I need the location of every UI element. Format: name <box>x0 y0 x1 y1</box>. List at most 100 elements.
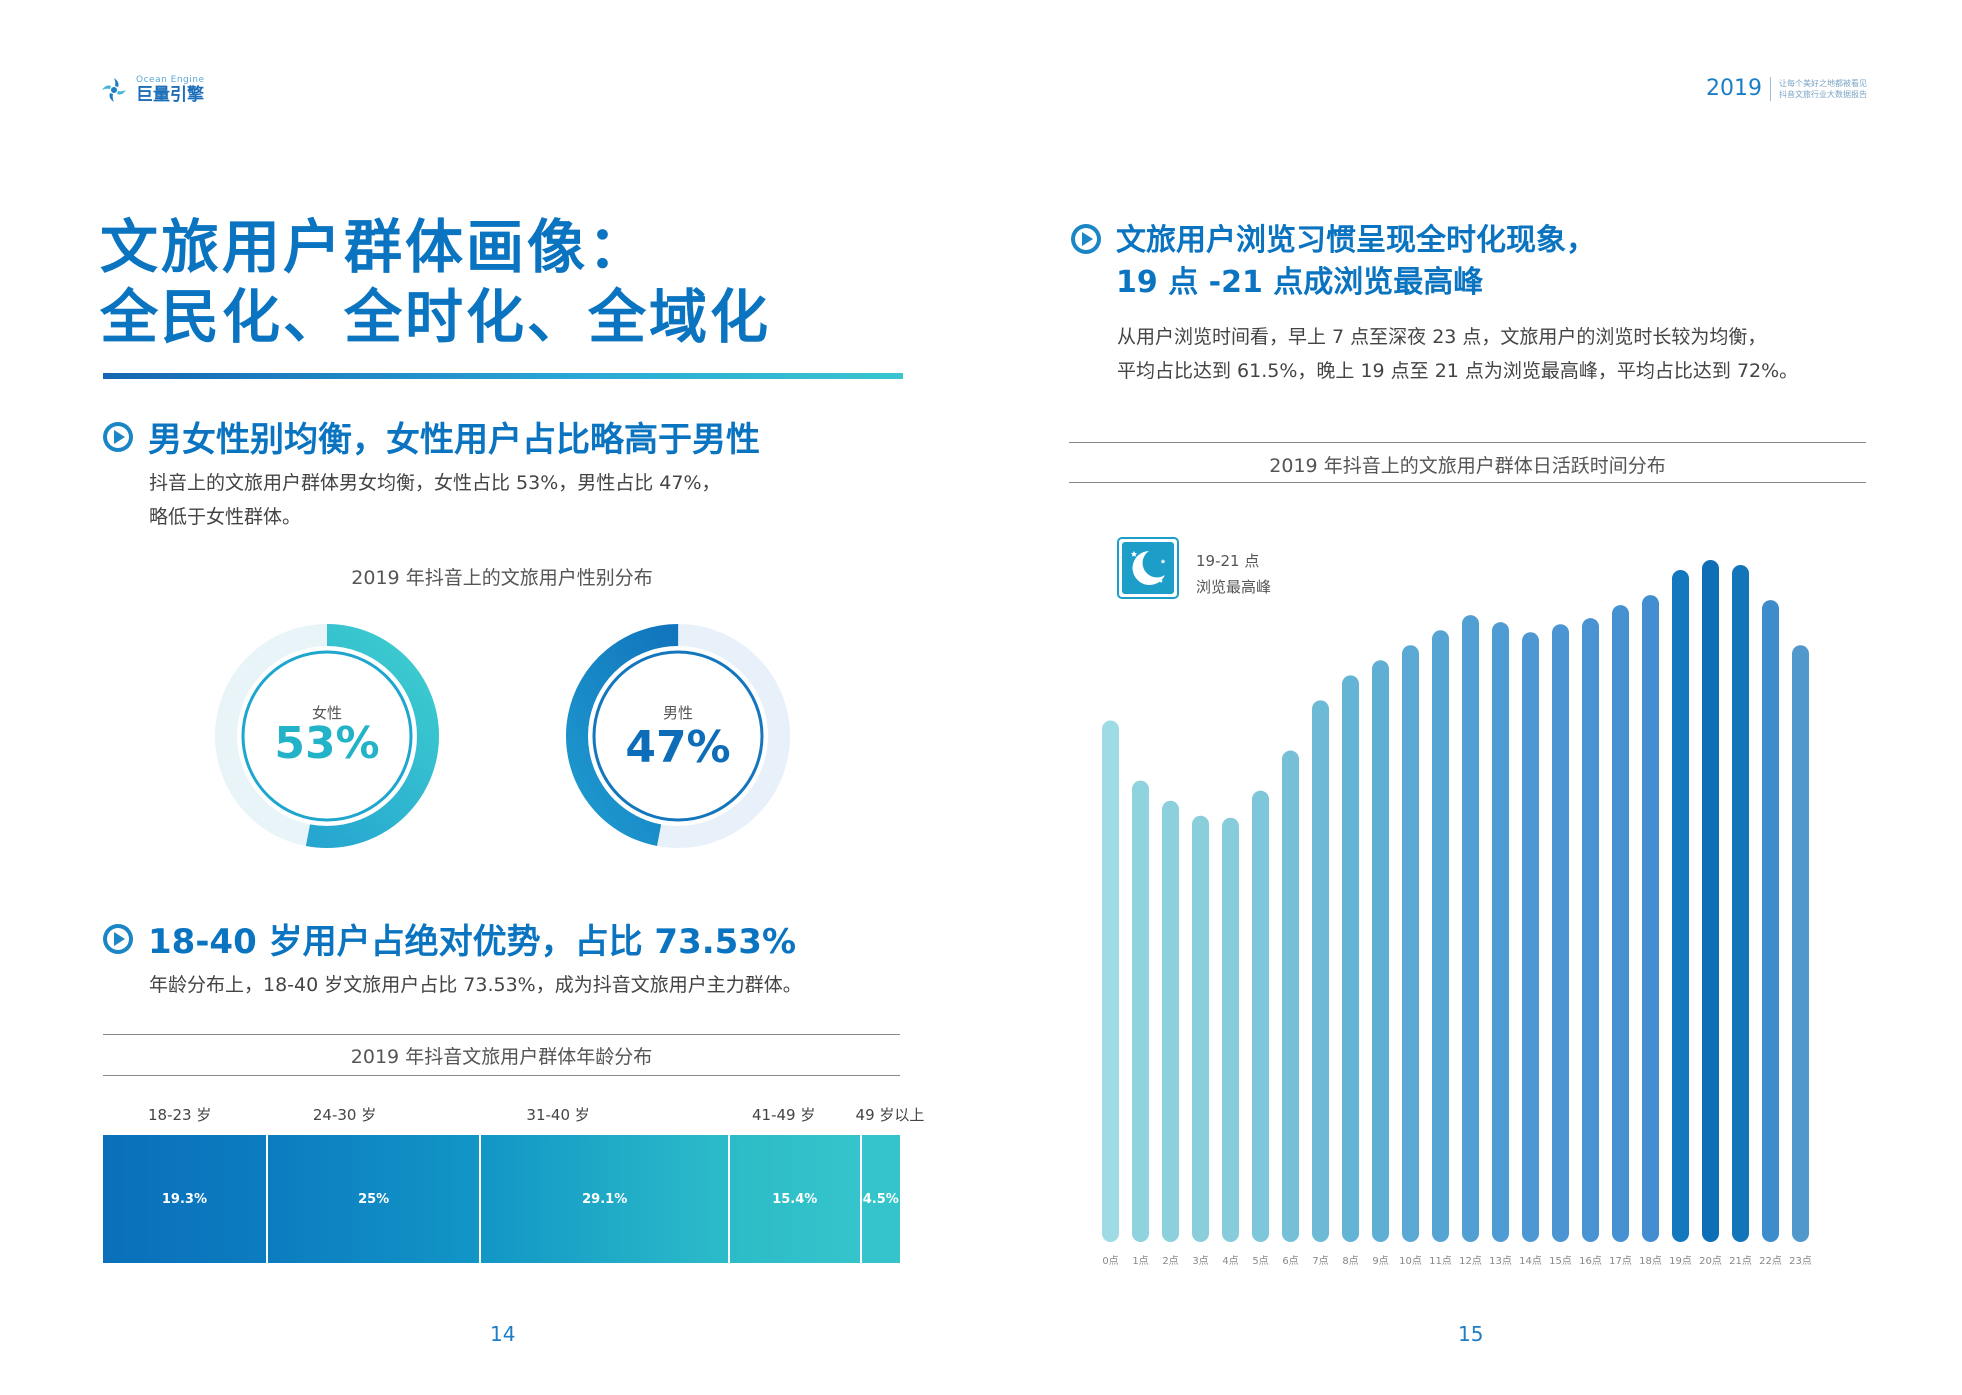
browsing-description-line-1: 从用户浏览时间看，早上 7 点至深夜 23 点，文旅用户的浏览时长较为均衡， <box>1117 326 1767 348</box>
male-donut-chart <box>566 624 790 848</box>
age-chart-top-rule <box>103 1034 900 1035</box>
activity-chart-caption: 2019 年抖音上的文旅用户群体日活跃时间分布 <box>1269 455 1666 477</box>
gender-description: 抖音上的文旅用户群体男女均衡，女性占比 53%，男性占比 47%， 略低于女性群… <box>149 466 721 534</box>
activity-bar <box>1792 645 1809 1242</box>
male-inner-ring <box>592 650 764 822</box>
tagline-line-1: 让每个美好之地都被看见 <box>1779 78 1867 88</box>
activity-chart-top-rule <box>1069 442 1866 443</box>
age-category-label: 18-23 岁 <box>148 1106 212 1124</box>
brand-logo: Ocean Engine 巨量引擎 <box>100 76 205 104</box>
female-donut-arc <box>215 624 439 848</box>
male-percentage: 47% <box>625 722 731 773</box>
play-bullet-icon <box>1071 224 1101 254</box>
activity-bar <box>1102 720 1119 1242</box>
age-segment: 29.1% <box>481 1135 730 1263</box>
gender-chart-caption: 2019 年抖音上的文旅用户性别分布 <box>351 567 653 589</box>
logo-chinese-name: 巨量引擎 <box>136 85 204 105</box>
activity-x-tick-label: 17点 <box>1609 1256 1632 1267</box>
moon-stars-icon <box>1122 542 1174 594</box>
male-label: 男性 <box>662 704 693 722</box>
age-segment: 19.3% <box>103 1135 268 1263</box>
activity-bar <box>1192 815 1209 1242</box>
activity-x-tick-label: 1点 <box>1132 1256 1149 1267</box>
title-underline <box>103 373 903 379</box>
activity-x-tick-label: 6点 <box>1282 1256 1299 1267</box>
moon-icon <box>1117 537 1179 599</box>
browsing-description-line-2: 平均占比达到 61.5%，晚上 19 点至 21 点为浏览最高峰，平均占比达到 … <box>1117 360 1799 382</box>
peak-annotation-text: 浏览最高峰 <box>1196 578 1272 596</box>
activity-x-tick-label: 22点 <box>1759 1256 1782 1267</box>
tagline-line-2: 抖音文旅行业大数据报告 <box>1779 89 1867 99</box>
age-segment-value: 15.4% <box>772 1191 818 1207</box>
age-segment: 15.4% <box>729 1135 862 1263</box>
age-category-label: 31-40 岁 <box>526 1106 590 1124</box>
activity-bar <box>1672 570 1689 1242</box>
activity-bar <box>1222 817 1239 1242</box>
activity-bar <box>1552 624 1569 1242</box>
activity-bar <box>1702 560 1719 1242</box>
page-title-line-1: 文旅用户群体画像： <box>100 213 650 281</box>
page-title: 文旅用户群体画像： 全民化、全时化、全域化 <box>100 212 771 352</box>
report-header: 2019 让每个美好之地都被看见 抖音文旅行业大数据报告 <box>1706 76 1867 101</box>
activity-x-tick-label: 9点 <box>1372 1256 1389 1267</box>
activity-x-tick-label: 18点 <box>1639 1256 1662 1267</box>
activity-bar <box>1492 622 1509 1242</box>
age-stacked-bar: 19.3% 25% 29.1% 15.4% 4.5% <box>103 1135 900 1263</box>
browsing-description: 从用户浏览时间看，早上 7 点至深夜 23 点，文旅用户的浏览时长较为均衡， 平… <box>1117 320 1798 388</box>
browsing-section-title: 文旅用户浏览习惯呈现全时化现象， 19 点 -21 点成浏览最高峰 <box>1116 220 1596 304</box>
activity-x-tick-label: 15点 <box>1549 1256 1572 1267</box>
female-label: 女性 <box>311 704 342 722</box>
activity-bar <box>1762 600 1779 1242</box>
activity-bar <box>1432 630 1449 1242</box>
age-chart-bottom-rule <box>103 1075 900 1076</box>
activity-bar <box>1462 615 1479 1242</box>
female-donut-chart <box>215 624 439 848</box>
page-number-right: 15 <box>1458 1322 1484 1346</box>
activity-x-tick-label: 20点 <box>1699 1256 1722 1267</box>
activity-x-tick-label: 11点 <box>1429 1256 1452 1267</box>
gender-description-line-2: 略低于女性群体。 <box>149 506 302 528</box>
activity-x-tick-label: 12点 <box>1459 1256 1482 1267</box>
age-segment-value: 19.3% <box>161 1191 207 1207</box>
activity-x-tick-label: 23点 <box>1789 1256 1812 1267</box>
activity-x-tick-label: 5点 <box>1252 1256 1269 1267</box>
activity-x-tick-label: 19点 <box>1669 1256 1692 1267</box>
report-tagline: 让每个美好之地都被看见 抖音文旅行业大数据报告 <box>1779 78 1867 100</box>
activity-bar <box>1372 660 1389 1242</box>
activity-bar <box>1312 700 1329 1242</box>
activity-bar <box>1522 632 1539 1242</box>
activity-bar <box>1252 790 1269 1242</box>
gender-description-line-1: 抖音上的文旅用户群体男女均衡，女性占比 53%，男性占比 47%， <box>149 472 721 494</box>
activity-bar <box>1642 595 1659 1242</box>
activity-bar <box>1132 780 1149 1242</box>
peak-annotation: 19-21 点 浏览最高峰 <box>1196 548 1271 600</box>
age-description: 年龄分布上，18-40 岁文旅用户占比 73.53%，成为抖音文旅用户主力群体。 <box>149 974 802 996</box>
age-chart-caption: 2019 年抖音文旅用户群体年龄分布 <box>350 1046 653 1068</box>
header-divider <box>1770 76 1771 101</box>
logo-english-name: Ocean Engine <box>136 75 205 85</box>
gender-section-heading: 男女性别均衡，女性用户占比略高于男性 <box>102 412 760 461</box>
peak-annotation-time: 19-21 点 <box>1196 552 1260 570</box>
age-segment-value: 4.5% <box>862 1191 899 1207</box>
activity-x-tick-label: 10点 <box>1399 1256 1422 1267</box>
browsing-title-line-1: 文旅用户浏览习惯呈现全时化现象， <box>1116 223 1596 258</box>
activity-bar <box>1732 565 1749 1242</box>
play-bullet-icon <box>103 923 133 954</box>
activity-bar <box>1612 605 1629 1242</box>
age-category-label: 49 岁以上 <box>855 1106 925 1124</box>
activity-x-tick-label: 14点 <box>1519 1256 1542 1267</box>
age-segment: 25% <box>267 1135 482 1263</box>
age-section-title: 18-40 岁用户占绝对优势，占比 73.53% <box>148 922 797 962</box>
activity-x-tick-label: 13点 <box>1489 1256 1512 1267</box>
activity-x-tick-label: 2点 <box>1162 1256 1179 1267</box>
gender-section-title: 男女性别均衡，女性用户占比略高于男性 <box>148 420 760 460</box>
page-number-left: 14 <box>490 1322 516 1346</box>
browsing-section-heading: 文旅用户浏览习惯呈现全时化现象， 19 点 -21 点成浏览最高峰 <box>1070 220 1596 304</box>
activity-bar <box>1282 750 1299 1242</box>
activity-x-tick-label: 16点 <box>1579 1256 1602 1267</box>
activity-x-tick-label: 21点 <box>1729 1256 1752 1267</box>
activity-bar <box>1162 800 1179 1242</box>
ocean-engine-logo-icon <box>102 78 126 102</box>
page-title-line-2: 全民化、全时化、全域化 <box>100 283 772 351</box>
activity-bar <box>1402 645 1419 1242</box>
